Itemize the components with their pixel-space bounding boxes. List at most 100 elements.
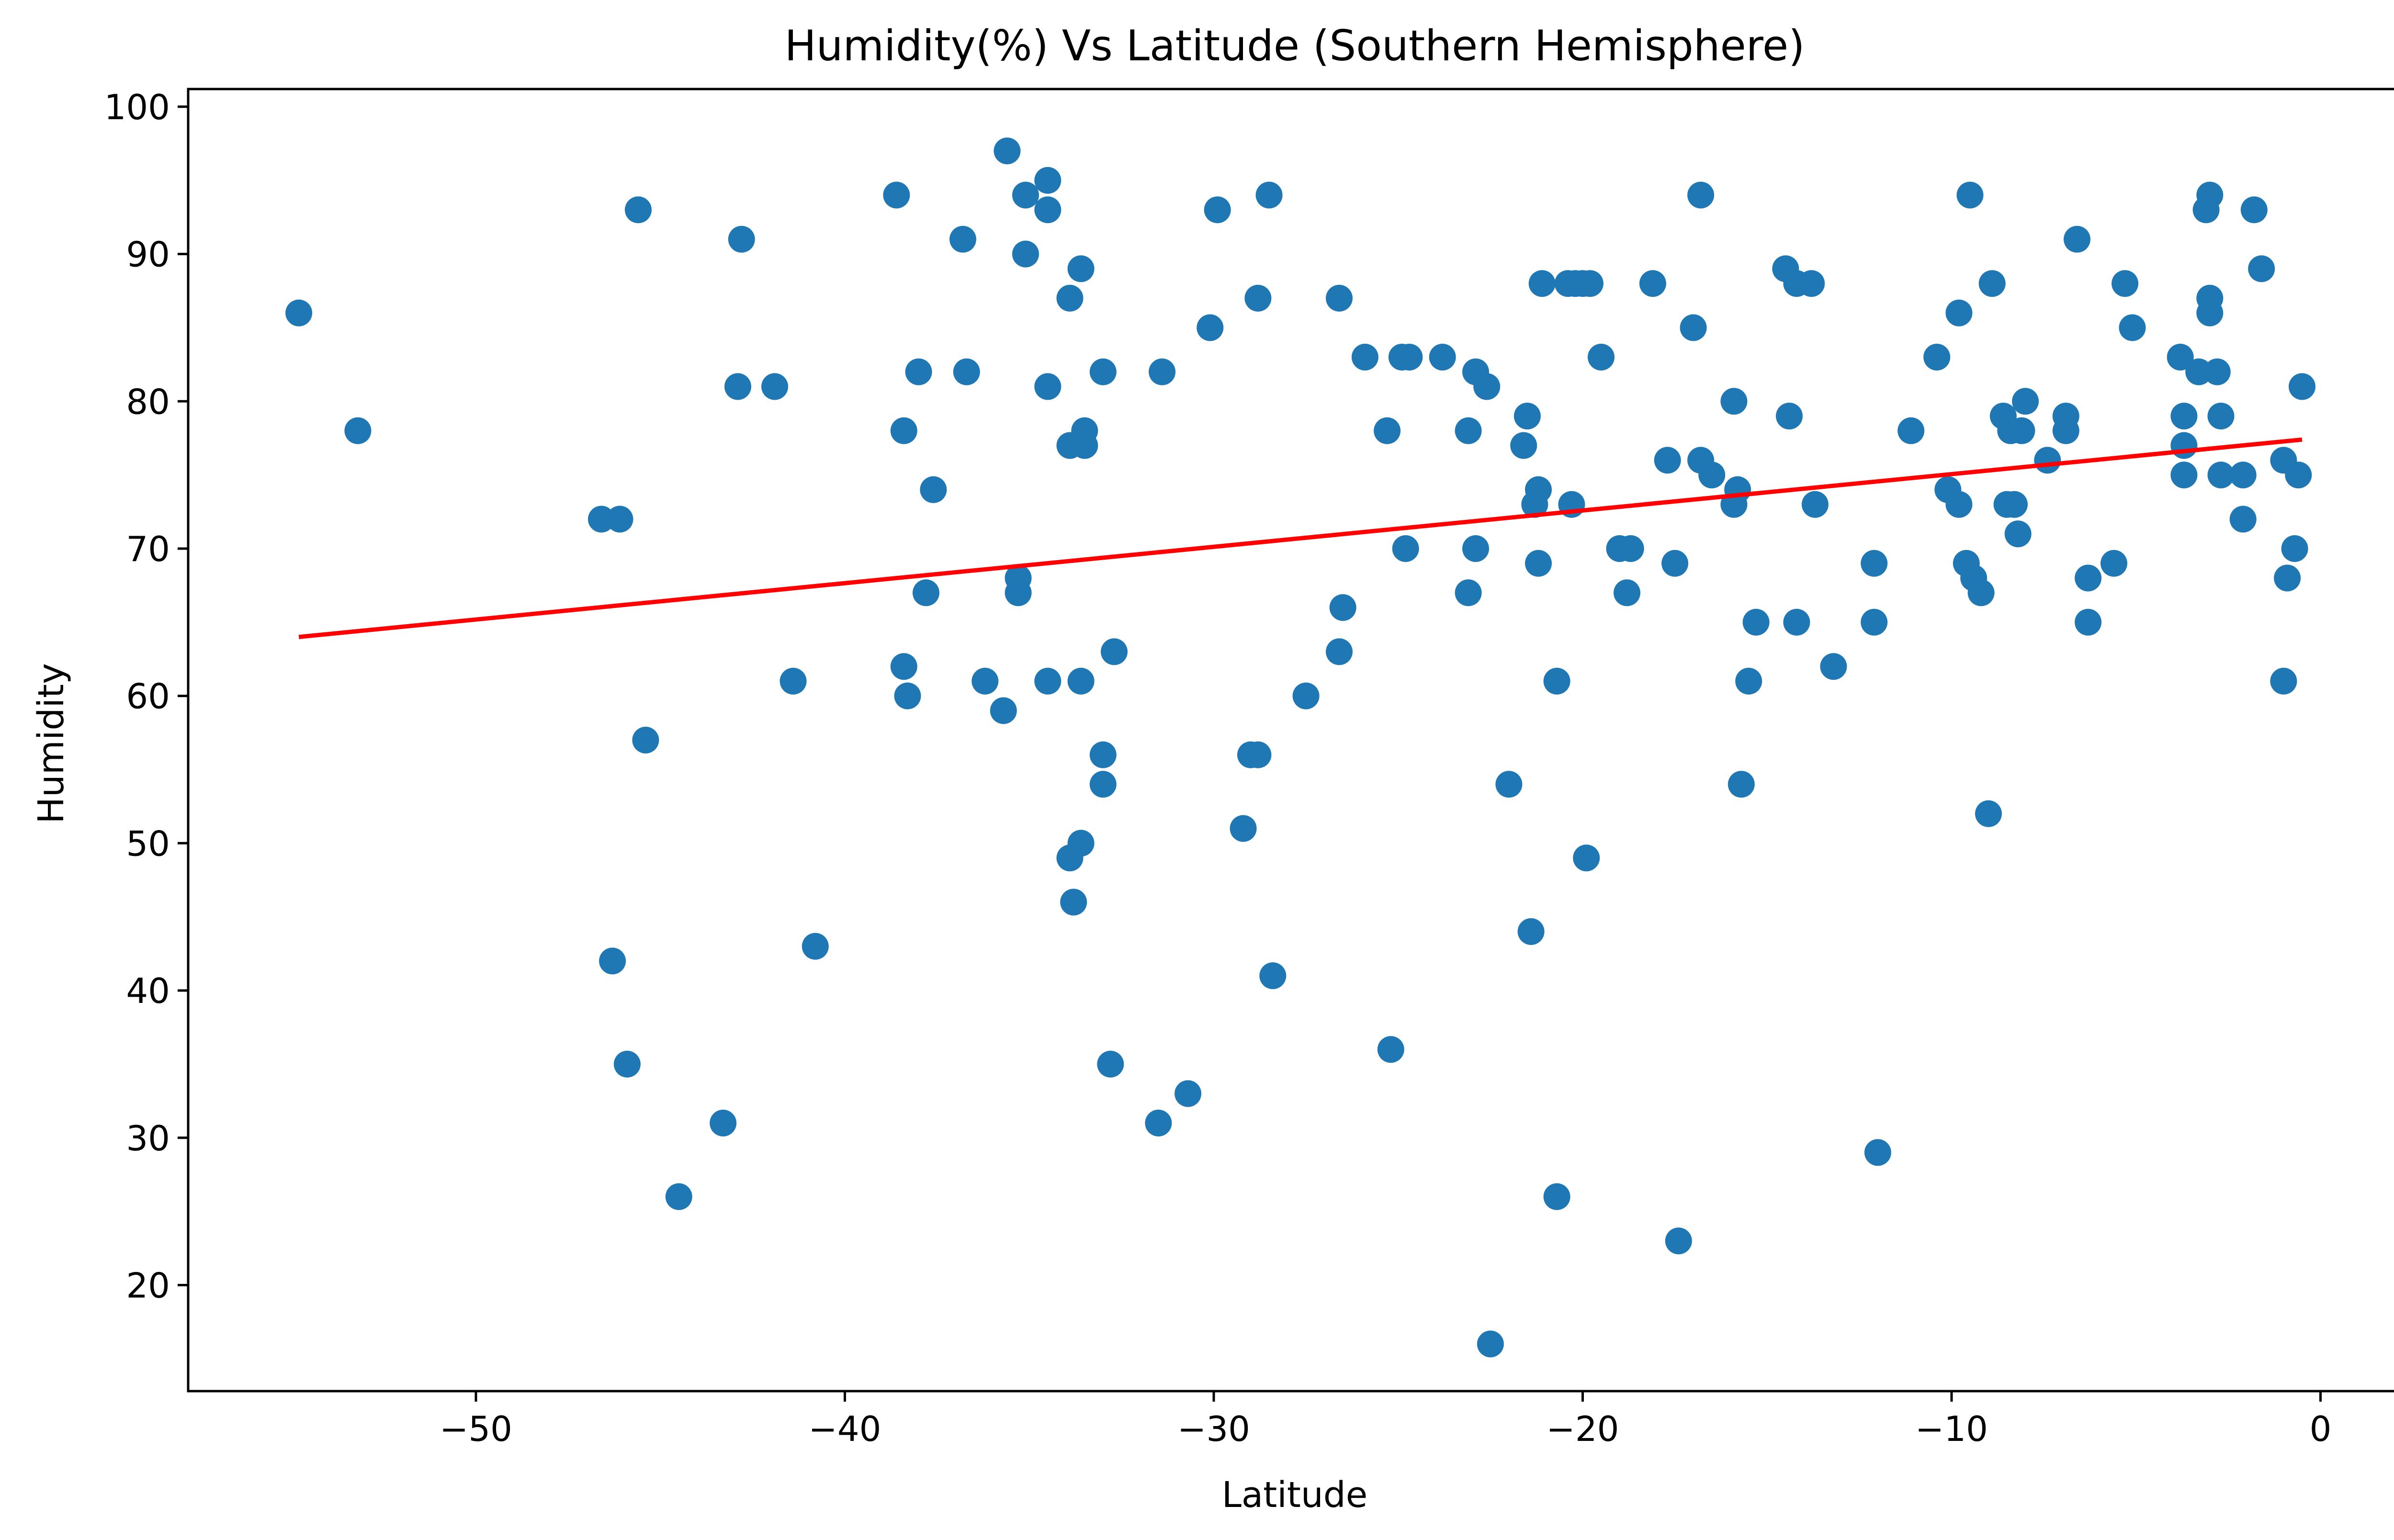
data-point xyxy=(1396,344,1423,371)
data-point xyxy=(2170,432,2198,459)
data-point xyxy=(1513,403,1541,430)
data-point xyxy=(2008,417,2035,444)
data-point xyxy=(724,373,751,400)
data-point xyxy=(2064,225,2090,253)
data-point xyxy=(2229,461,2257,489)
data-point xyxy=(1680,314,1707,341)
data-point xyxy=(1654,447,1681,474)
data-point xyxy=(2119,314,2146,341)
data-point xyxy=(913,579,939,607)
y-tick-label: 30 xyxy=(126,1118,170,1158)
data-point xyxy=(2229,506,2257,533)
data-point xyxy=(1392,535,1419,562)
data-point xyxy=(1510,432,1537,459)
data-point xyxy=(1067,830,1095,857)
data-point xyxy=(2207,461,2235,489)
data-point xyxy=(1034,667,1061,695)
data-point xyxy=(2270,667,2297,695)
data-point xyxy=(2196,299,2224,326)
data-point xyxy=(2100,550,2127,577)
data-point xyxy=(1661,550,1689,577)
data-point xyxy=(1067,255,1095,282)
data-point xyxy=(1351,344,1378,371)
data-point xyxy=(2203,358,2231,385)
x-tick-label: −40 xyxy=(809,1409,881,1449)
data-point xyxy=(1377,1036,1404,1063)
data-point xyxy=(1149,358,1176,385)
data-point xyxy=(761,373,789,400)
data-point xyxy=(632,727,659,753)
data-point xyxy=(1056,284,1084,312)
data-point xyxy=(1945,491,1973,518)
data-point xyxy=(1720,388,1748,415)
data-point xyxy=(1543,667,1570,695)
data-point xyxy=(1477,1330,1504,1358)
data-point xyxy=(2012,388,2039,415)
data-point xyxy=(2167,344,2194,371)
data-point xyxy=(990,697,1017,724)
y-tick-label: 90 xyxy=(126,235,170,275)
x-tick-label: −50 xyxy=(440,1409,512,1449)
data-point xyxy=(625,196,652,224)
data-point xyxy=(1923,344,1951,371)
data-point xyxy=(1067,667,1095,695)
data-point xyxy=(1244,741,1272,768)
data-point xyxy=(890,417,917,444)
y-tick-label: 70 xyxy=(126,529,170,569)
x-axis-label: Latitude xyxy=(1222,1474,1368,1516)
data-point xyxy=(1735,667,1762,695)
y-tick-label: 40 xyxy=(126,971,170,1011)
data-point xyxy=(1588,344,1615,371)
data-point xyxy=(728,225,755,253)
data-point xyxy=(1617,535,1644,562)
y-axis-label: Humidity xyxy=(31,663,72,824)
data-point xyxy=(1060,888,1087,916)
data-point xyxy=(1975,800,2002,827)
data-point xyxy=(1374,417,1401,444)
data-point xyxy=(894,682,921,709)
data-point xyxy=(2281,535,2308,562)
data-point xyxy=(1145,1110,1172,1136)
data-point xyxy=(2075,608,2102,636)
y-tick-label: 80 xyxy=(126,382,170,422)
data-point xyxy=(1573,844,1600,872)
data-point xyxy=(2240,196,2268,224)
data-point xyxy=(1292,682,1320,709)
data-point xyxy=(1665,1227,1692,1255)
data-point xyxy=(1174,1080,1202,1107)
data-point xyxy=(2004,520,2032,548)
data-point xyxy=(1089,358,1117,385)
data-point xyxy=(2207,403,2235,430)
data-point xyxy=(1724,476,1751,503)
data-point xyxy=(949,225,976,253)
data-point xyxy=(890,653,917,680)
data-point xyxy=(1326,638,1353,665)
data-point xyxy=(2034,447,2061,474)
data-point xyxy=(1034,167,1061,194)
data-point xyxy=(2112,270,2139,297)
data-point xyxy=(344,417,372,444)
data-point xyxy=(1978,270,2006,297)
data-point xyxy=(1861,550,1888,577)
data-point xyxy=(1543,1183,1570,1210)
data-point xyxy=(802,933,829,960)
data-point xyxy=(2170,403,2198,430)
data-point xyxy=(2185,358,2213,385)
y-tick-label: 50 xyxy=(126,823,170,864)
regression-line xyxy=(298,437,2303,640)
data-point xyxy=(1864,1139,1891,1166)
data-point xyxy=(1687,181,1715,209)
plot-area xyxy=(285,137,2315,1358)
data-point xyxy=(1455,417,1482,444)
data-point xyxy=(1071,432,1098,459)
data-point xyxy=(1495,771,1523,798)
data-point xyxy=(2196,181,2224,209)
data-point xyxy=(953,358,980,385)
data-point xyxy=(1101,638,1128,665)
data-point xyxy=(1801,491,1829,518)
data-point xyxy=(2285,461,2312,489)
data-point xyxy=(1089,771,1117,798)
data-point xyxy=(779,667,807,695)
